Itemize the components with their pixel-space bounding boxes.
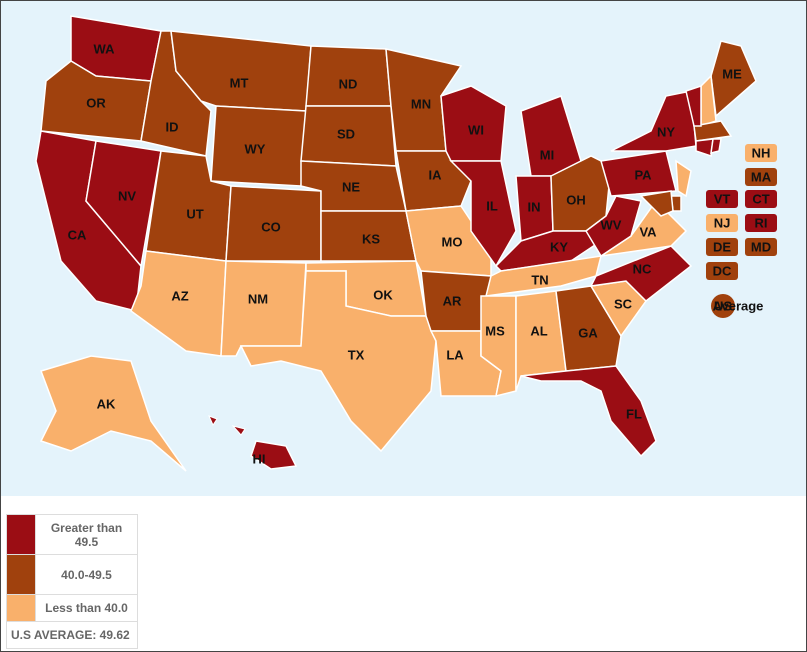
us-average-text: Average [713, 298, 764, 313]
legend-swatch [6, 514, 36, 555]
state-box [706, 238, 738, 256]
state-label: WA [94, 41, 116, 56]
state [639, 190, 674, 217]
state-label: ND [339, 76, 358, 91]
state-box [706, 262, 738, 280]
legend-row: Less than 40.0 [6, 594, 138, 622]
state-box-label: MA [751, 169, 772, 184]
state-island [231, 425, 246, 436]
state [395, 150, 472, 212]
state-label: NE [342, 179, 360, 194]
state-box-label: DE [713, 239, 731, 254]
state [239, 270, 437, 453]
state-label: IN [528, 199, 541, 214]
state-label: LA [446, 347, 464, 362]
state [585, 195, 642, 258]
state-label: SD [337, 126, 355, 141]
state-label: TX [348, 347, 365, 362]
state-label: ID [166, 119, 179, 134]
us-average-marker [711, 294, 735, 318]
us-average-label: US [714, 298, 732, 313]
state-label: IA [429, 167, 443, 182]
state-label: IL [486, 198, 498, 213]
state-box [745, 144, 777, 162]
state [39, 355, 187, 472]
state-label: MS [485, 323, 505, 338]
state-label: NY [657, 124, 675, 139]
state-label: NV [118, 188, 136, 203]
state-label: MI [540, 147, 554, 162]
state-label: WY [245, 141, 266, 156]
state [693, 120, 733, 142]
state [85, 140, 162, 268]
state-label: VA [639, 224, 657, 239]
map: WA OR CA NV ID MT WY UT AZ CO NM ND SD NE KS OK TX MN IA MO… [1, 1, 806, 496]
state-label: SC [614, 296, 633, 311]
state-label: TN [531, 272, 548, 287]
state-label: MO [442, 234, 463, 249]
state-box-label: RI [755, 215, 768, 230]
legend-row: U.S AVERAGE: 49.62 [6, 621, 138, 649]
legend-footer: U.S AVERAGE: 49.62 [6, 621, 138, 649]
state [250, 440, 298, 470]
state-box-label: VT [714, 191, 731, 206]
state [220, 260, 307, 357]
legend-label: 40.0-49.5 [35, 554, 138, 595]
legend-row: 40.0-49.5 [6, 554, 138, 595]
state-box [706, 214, 738, 232]
state-box-label: DC [713, 263, 732, 278]
state-label: MT [230, 75, 249, 90]
state [600, 150, 677, 197]
state-label: AR [443, 293, 462, 308]
legend-label: Less than 40.0 [35, 594, 138, 622]
state-label: ME [722, 66, 742, 81]
state-label: OK [373, 287, 393, 302]
state-label: UT [186, 206, 203, 221]
state-island [208, 415, 218, 427]
legend-row: Greater than 49.5 [6, 514, 138, 555]
state [520, 365, 657, 458]
state-box [745, 168, 777, 186]
state-label: NC [633, 261, 652, 276]
state [710, 138, 722, 154]
state-label: GA [578, 325, 598, 340]
legend-label: Greater than 49.5 [35, 514, 138, 555]
state-label: OR [86, 95, 106, 110]
state-box [745, 214, 777, 232]
state-box-label: NH [752, 145, 771, 160]
state-box-label: NJ [714, 215, 731, 230]
state-label: KY [550, 239, 568, 254]
legend-swatch [6, 594, 36, 622]
state-label: FL [626, 406, 642, 421]
state-label: AK [97, 396, 116, 411]
state-label: NM [248, 291, 268, 306]
legend-swatch [6, 554, 36, 595]
state-label: CA [68, 227, 87, 242]
state-label: WV [601, 217, 622, 232]
state-label: AL [530, 323, 547, 338]
state-label: MN [411, 96, 431, 111]
state-box-label: CT [752, 191, 769, 206]
state-label: WI [468, 122, 484, 137]
state-label: KS [362, 231, 380, 246]
state [555, 285, 622, 372]
state-box-label: MD [751, 239, 771, 254]
state-label: CO [261, 219, 281, 234]
state-label: OH [566, 192, 586, 207]
state-label: AZ [171, 288, 188, 303]
state [685, 84, 702, 127]
state-box [745, 238, 777, 256]
state-box [706, 190, 738, 208]
state-label: PA [634, 167, 652, 182]
legend: Greater than 49.5 40.0-49.5 Less than 40.0… [6, 514, 138, 649]
state [695, 138, 714, 158]
state [675, 159, 692, 198]
state-label: HI [253, 451, 266, 466]
state-box [745, 190, 777, 208]
